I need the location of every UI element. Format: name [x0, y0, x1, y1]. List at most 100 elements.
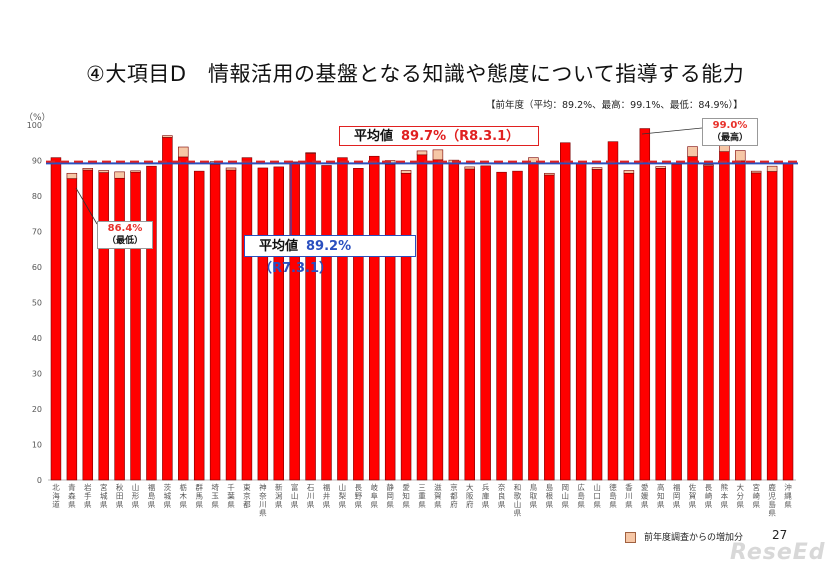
category-label-北海道: 道 [52, 499, 60, 509]
category-label-鹿児島県: 鹿 [768, 482, 776, 492]
category-label-三重県: 重 [418, 492, 426, 501]
min-callout-tag: （最低） [106, 236, 143, 246]
increase-segment-鹿児島県 [766, 165, 778, 172]
category-label-岐阜県: 県 [371, 500, 379, 509]
bar-高知県 [655, 168, 666, 481]
category-label-北海道: 北 [52, 483, 60, 492]
y-tick-label: 0 [37, 476, 42, 485]
max-callout-tag: （最高） [711, 133, 748, 143]
category-label-茨城県: 城 [164, 492, 172, 501]
category-label-山口県: 県 [593, 500, 601, 509]
category-label-栃木県: 栃 [180, 482, 188, 492]
category-label-和歌山県: 山 [514, 499, 522, 509]
category-label-福岡県: 福 [673, 483, 681, 492]
bar-千葉県 [225, 169, 237, 481]
category-label-長崎県: 崎 [705, 491, 713, 501]
category-label-富山県: 富 [291, 482, 299, 492]
bar-富山県 [289, 161, 300, 481]
category-label-石川県: 川 [307, 492, 315, 501]
increase-segment-宮城県 [98, 170, 109, 173]
category-label-東京都: 都 [243, 500, 251, 509]
bar-鳥取県 [528, 162, 539, 481]
category-label-茨城県: 茨 [164, 482, 172, 492]
bar-岡山県 [560, 142, 571, 481]
increase-segment-長崎県 [703, 164, 714, 167]
category-label-東京都: 東 [243, 482, 251, 492]
previous-year-note: 【前年度（平均：89.2%、最高：99.1%、最低：84.9%）】 [486, 100, 743, 111]
increase-segment-宮崎県 [750, 170, 762, 174]
min-callout: 86.4% （最低） [97, 221, 153, 249]
category-label-香川県: 香 [625, 482, 633, 492]
category-label-山口県: 口 [593, 492, 601, 501]
y-tick-label: 90 [32, 157, 42, 166]
category-label-富山県: 山 [291, 491, 299, 501]
category-label-福岡県: 県 [673, 500, 681, 509]
category-label-山梨県: 県 [339, 500, 347, 509]
category-label-大分県: 大 [737, 482, 745, 492]
category-label-岐阜県: 岐 [371, 482, 379, 492]
category-label-佐賀県: 佐 [689, 482, 697, 492]
category-label-群馬県: 群 [195, 482, 203, 492]
category-label-兵庫県: 庫 [482, 491, 490, 501]
category-label-福島県: 島 [148, 491, 156, 501]
increase-segment-大阪府 [464, 166, 475, 170]
category-label-香川県: 県 [625, 500, 633, 509]
bar-岩手県 [82, 169, 94, 481]
bar-三重県 [416, 154, 428, 481]
increase-segment-島根県 [544, 172, 555, 176]
bar-東京都 [241, 157, 253, 481]
category-label-愛知県: 愛 [402, 482, 410, 492]
category-label-大分県: 分 [737, 492, 745, 501]
category-label-宮崎県: 宮 [752, 482, 760, 492]
category-label-広島県: 広 [577, 482, 585, 492]
bar-愛媛県 [639, 128, 651, 481]
category-label-兵庫県: 兵 [482, 482, 490, 492]
category-label-香川県: 川 [625, 492, 633, 501]
category-label-沖縄県: 沖 [784, 482, 792, 492]
chart-title: ④大項目D 情報活用の基盤となる知識や態度について指導する能力 [86, 62, 745, 86]
bar-北海道 [50, 157, 62, 481]
category-label-青森県: 森 [68, 491, 76, 501]
bar-群馬県 [193, 170, 205, 481]
category-label-熊本県: 県 [721, 500, 729, 509]
category-label-千葉県: 千 [227, 482, 235, 492]
category-label-岩手県: 県 [84, 500, 92, 509]
category-label-大分県: 県 [737, 500, 745, 509]
category-label-愛媛県: 県 [641, 500, 649, 509]
category-label-秋田県: 田 [116, 492, 124, 501]
increase-segment-岩手県 [82, 168, 94, 171]
category-label-佐賀県: 県 [689, 500, 697, 509]
category-label-新潟県: 県 [275, 500, 283, 509]
increase-segment-千葉県 [225, 167, 237, 171]
category-label-長崎県: 長 [705, 483, 713, 492]
category-label-岩手県: 手 [84, 491, 92, 501]
category-label-群馬県: 県 [195, 500, 203, 509]
category-label-山口県: 山 [593, 482, 601, 492]
category-label-大阪府: 府 [466, 499, 474, 509]
category-label-宮崎県: 崎 [752, 491, 760, 501]
category-label-岡山県: 山 [561, 491, 569, 501]
category-label-宮城県: 城 [100, 492, 108, 501]
increase-segment-栃木県 [178, 146, 189, 158]
category-label-大阪府: 阪 [466, 492, 474, 501]
bar-長野県 [353, 168, 364, 481]
category-label-島根県: 根 [546, 491, 554, 501]
increase-segment-愛知県 [400, 170, 412, 174]
category-label-岡山県: 岡 [561, 483, 569, 492]
category-label-佐賀県: 賀 [689, 491, 697, 501]
min-callout-pointer [75, 187, 98, 225]
y-tick-label: 50 [32, 299, 42, 308]
category-label-新潟県: 新 [275, 482, 283, 492]
increase-segment-秋田県 [114, 171, 125, 179]
increase-segment-三重県 [416, 150, 428, 156]
bar-山梨県 [337, 157, 348, 481]
category-label-沖縄県: 県 [784, 500, 792, 509]
category-label-神奈川県: 奈 [259, 491, 267, 501]
bar-大阪府 [464, 168, 475, 481]
category-label-鳥取県: 県 [530, 500, 538, 509]
category-label-高知県: 県 [657, 500, 665, 509]
increase-segment-高知県 [655, 166, 666, 169]
category-label-沖縄県: 縄 [784, 492, 792, 501]
category-label-和歌山県: 県 [514, 509, 522, 518]
bar-青森県 [66, 178, 78, 481]
